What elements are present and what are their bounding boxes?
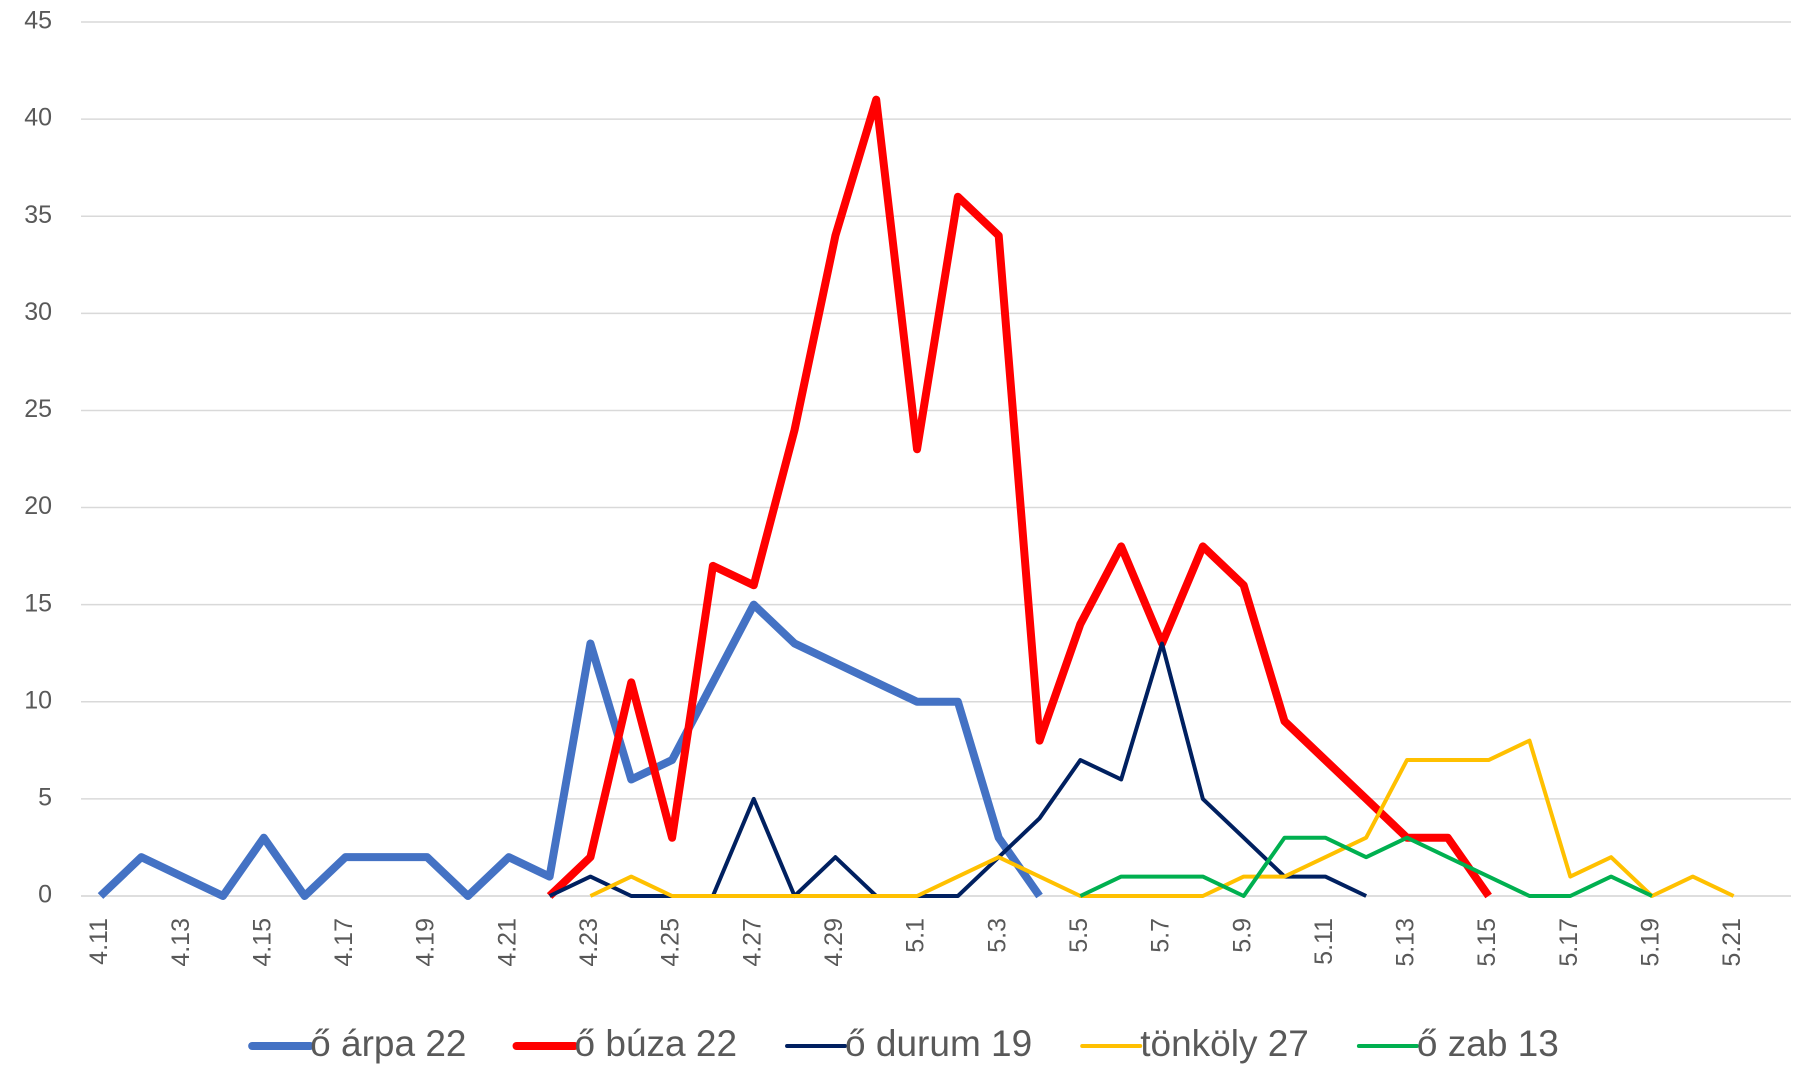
- series-line: [546, 95, 1492, 899]
- series-line: [97, 600, 1043, 900]
- x-tick-label: 5.9: [1228, 918, 1256, 953]
- y-tick-label: 35: [24, 201, 52, 229]
- x-tick-label: 5.3: [983, 918, 1011, 953]
- legend-item: tönköly 27: [1080, 1023, 1309, 1064]
- y-tick-label: 0: [38, 881, 52, 909]
- y-tick-label: 45: [24, 7, 52, 35]
- x-tick-label: 5.5: [1065, 918, 1093, 953]
- legend-label: tönköly 27: [1140, 1023, 1309, 1064]
- legend-item: ő durum 19: [785, 1023, 1032, 1064]
- legend-label: ő árpa 22: [310, 1023, 466, 1064]
- x-tick-label: 4.17: [330, 918, 358, 967]
- legend-label: ő durum 19: [845, 1023, 1032, 1064]
- series-line: [589, 738, 1735, 898]
- x-tick-label: 4.19: [412, 918, 440, 967]
- x-tick-label: 5.7: [1147, 918, 1175, 953]
- y-tick-label: 20: [24, 492, 52, 520]
- legend-label: ő zab 13: [1417, 1023, 1559, 1064]
- legend-label: ő búza 22: [575, 1023, 738, 1064]
- y-tick-label: 10: [24, 686, 52, 714]
- x-tick-label: 4.29: [820, 918, 848, 967]
- y-tick-label: 25: [24, 395, 52, 423]
- x-tick-label: 4.11: [85, 918, 113, 965]
- x-tick-label: 5.21: [1718, 918, 1746, 967]
- x-tick-label: 4.27: [738, 918, 766, 967]
- x-tick-label: 5.13: [1392, 918, 1420, 967]
- legend-item: ő árpa 22: [248, 1023, 467, 1064]
- x-tick-label: 4.23: [575, 918, 603, 967]
- x-tick-label: 4.15: [248, 918, 276, 967]
- series-line: [1079, 835, 1653, 898]
- x-tick-label: 5.15: [1473, 918, 1501, 967]
- y-tick-label: 30: [24, 298, 52, 326]
- legend-item: ő búza 22: [512, 1023, 738, 1064]
- y-tick-label: 5: [38, 783, 52, 811]
- x-tick-label: 4.25: [657, 918, 685, 967]
- x-tick-label: 4.21: [493, 918, 521, 967]
- y-tick-label: 40: [24, 104, 52, 132]
- legend-item: ő zab 13: [1356, 1023, 1559, 1064]
- x-tick-label: 5.1: [902, 918, 930, 953]
- x-tick-label: 4.13: [167, 918, 195, 967]
- x-tick-label: 5.19: [1637, 918, 1665, 967]
- x-tick-label: 5.17: [1555, 918, 1583, 967]
- series-line: [548, 641, 1368, 898]
- y-tick-label: 15: [24, 589, 52, 617]
- x-tick-label: 5.11: [1310, 918, 1338, 965]
